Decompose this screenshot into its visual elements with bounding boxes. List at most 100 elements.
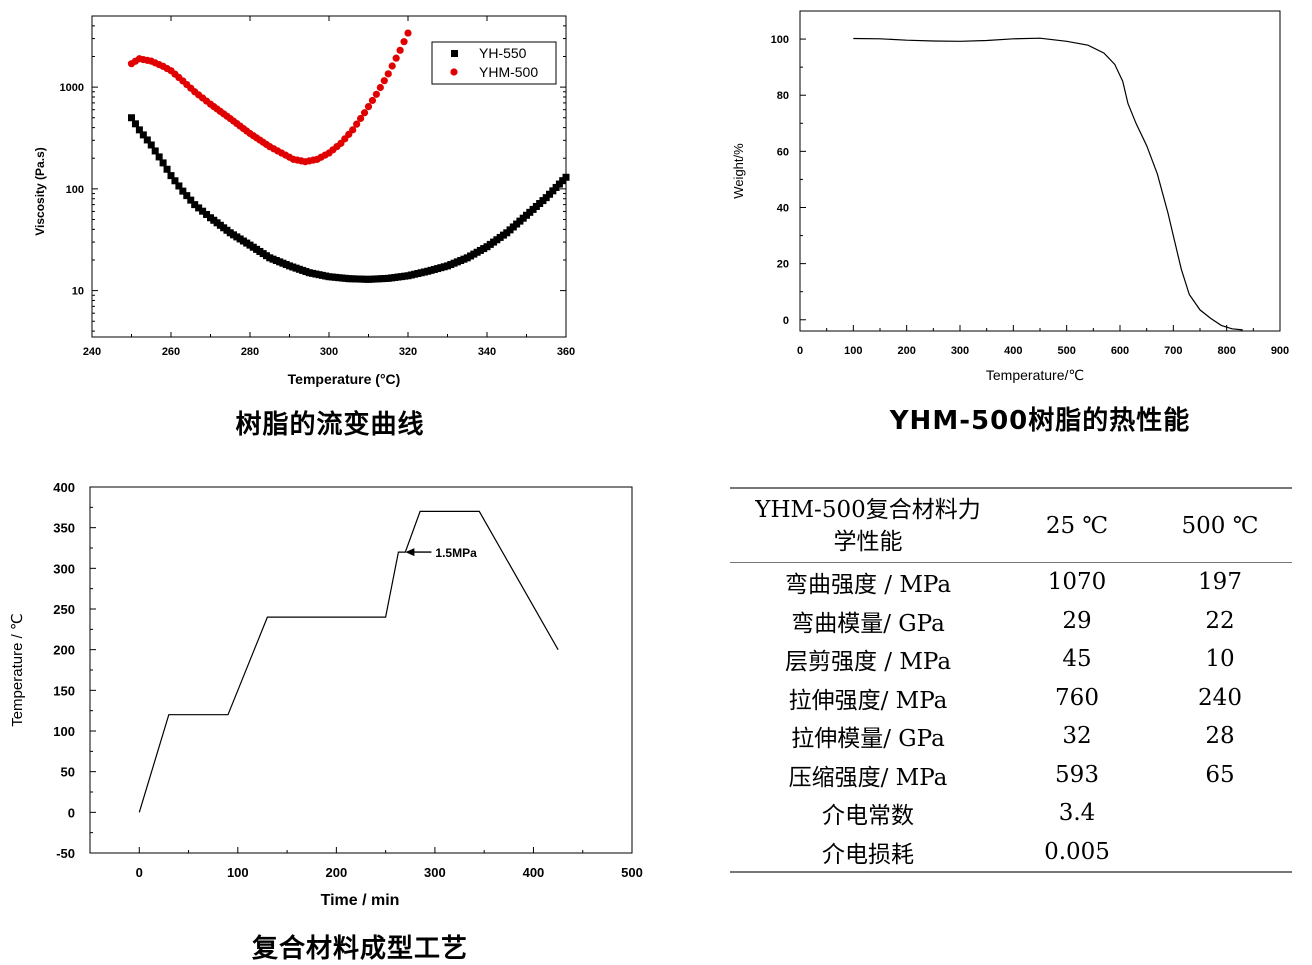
- y-tick-label: 1000: [60, 82, 84, 94]
- data-point: [183, 192, 191, 200]
- y-tick-label: 50: [61, 765, 75, 780]
- x-tick-label: 300: [320, 346, 338, 358]
- table-header-25c: 25 ℃: [1045, 512, 1109, 539]
- x-tick-label: 0: [136, 865, 143, 880]
- value-500c: 65: [1205, 761, 1235, 788]
- tga-chart-caption: YHM-500树脂的热性能: [889, 406, 1191, 436]
- data-point: [392, 54, 400, 62]
- table-row: 压缩强度/ MPa 593 65: [730, 756, 1292, 795]
- x-axis-label: Temperature (°C): [288, 371, 401, 387]
- data-point: [199, 207, 207, 215]
- table-header-row: YHM-500复合材料力 学性能 25 ℃ 500 ℃: [730, 488, 1292, 563]
- y-tick-label: 200: [53, 643, 75, 658]
- value-500c: 240: [1198, 684, 1242, 711]
- y-tick-label: 0: [783, 315, 789, 327]
- data-point: [167, 172, 175, 180]
- data-point: [357, 114, 365, 123]
- plot-frame: [799, 10, 1281, 332]
- data-point: [380, 77, 388, 85]
- y-tick-label: 100: [53, 724, 75, 739]
- x-tick-label: 500: [1057, 345, 1075, 357]
- legend-marker-yh550: [451, 50, 458, 57]
- y-tick-label: 100: [771, 34, 789, 46]
- legend-box: [431, 41, 557, 85]
- data-point: [159, 159, 167, 167]
- y-tick-label: 250: [53, 602, 75, 617]
- data-point: [372, 90, 380, 98]
- series-yh-550: [128, 114, 570, 283]
- x-tick-label: 800: [1217, 345, 1235, 357]
- legend-label-yhm500: YHM-500: [479, 64, 538, 80]
- x-tick-label: 200: [897, 345, 915, 357]
- y-tick-label: 400: [53, 480, 75, 495]
- annotation-arrowhead: [405, 548, 415, 557]
- data-point: [179, 187, 187, 195]
- value-25c: 1070: [1047, 569, 1107, 596]
- table-row: 拉伸强度/ MPa 760 240: [730, 679, 1292, 718]
- weight-loss-line: [853, 37, 1243, 331]
- x-tick-label: 400: [523, 865, 545, 880]
- data-point: [195, 204, 203, 212]
- value-500c: 10: [1205, 646, 1235, 673]
- y-tick-label: 150: [53, 683, 75, 698]
- data-point: [353, 120, 361, 128]
- y-axis-label: Viscosity (Pa.s): [33, 147, 47, 236]
- y-tick-label: 20: [777, 259, 789, 271]
- data-point: [400, 38, 408, 46]
- data-point: [364, 102, 373, 111]
- data-point: [155, 153, 163, 161]
- data-point: [349, 126, 357, 134]
- data-point: [131, 120, 139, 128]
- data-point: [404, 29, 412, 37]
- value-25c: 593: [1055, 761, 1099, 788]
- property-name: 弯曲模量/ GPa: [791, 610, 945, 637]
- data-point: [187, 196, 195, 204]
- y-axis-label: Temperature / ℃: [9, 613, 26, 727]
- x-tick-label: 400: [1004, 345, 1022, 357]
- plot-frame: [89, 486, 633, 854]
- legend-marker-yhm500: [450, 68, 458, 76]
- property-name: 拉伸模量/ GPa: [791, 726, 945, 753]
- viscosity-chart: 240 260 280 300 320 340 360 10 100 1000 Temperatur…: [33, 15, 575, 387]
- data-point: [384, 70, 392, 78]
- y-tick-label: 40: [777, 202, 789, 214]
- value-25c: 29: [1062, 607, 1092, 634]
- property-name: 介电常数: [822, 803, 914, 830]
- data-point: [171, 177, 179, 185]
- y-tick-label: 350: [53, 521, 75, 536]
- y-tick-label: 100: [66, 184, 84, 196]
- data-point: [360, 109, 369, 117]
- y-tick-label: 60: [777, 146, 789, 158]
- x-tick-label: 900: [1271, 345, 1289, 357]
- x-tick-label: 100: [844, 345, 862, 357]
- value-500c: 197: [1198, 569, 1242, 596]
- process-chart-caption: 复合材料成型工艺: [251, 934, 468, 964]
- value-25c: 760: [1055, 684, 1099, 711]
- value-25c: 45: [1062, 646, 1092, 673]
- x-tick-label: 300: [424, 865, 446, 880]
- value-500c: 28: [1205, 723, 1235, 750]
- data-point: [135, 126, 143, 134]
- x-tick-label: 320: [399, 346, 417, 358]
- x-tick-label: 260: [162, 346, 180, 358]
- x-tick-label: 340: [478, 346, 496, 358]
- tga-chart: 0 100 200 300 400 500 600 700 800 900 0 20 40 60 80 100…: [731, 10, 1289, 383]
- x-tick-label: 0: [797, 345, 803, 357]
- data-point: [368, 96, 377, 105]
- value-500c: [1148, 833, 1292, 873]
- data-point: [151, 147, 159, 155]
- property-name: 拉伸强度/ MPa: [788, 687, 948, 714]
- y-axis-label: Weight/%: [731, 143, 746, 199]
- x-tick-label: 360: [557, 346, 575, 358]
- series-yhm-500: [127, 29, 412, 166]
- value-25c: 3.4: [1058, 800, 1096, 827]
- table-header-500c: 500 ℃: [1181, 512, 1259, 539]
- properties-table: YHM-500复合材料力 学性能 25 ℃ 500 ℃ 弯曲强度 / MPa 107…: [730, 487, 1292, 873]
- viscosity-chart-caption: 树脂的流变曲线: [235, 410, 425, 440]
- data-point: [396, 46, 404, 54]
- property-name: 弯曲强度 / MPa: [784, 572, 952, 599]
- data-point: [128, 114, 135, 122]
- table-row: 弯曲模量/ GPa 29 22: [730, 602, 1292, 641]
- x-tick-label: 240: [83, 346, 101, 358]
- table-row: 介电损耗 0.005: [730, 833, 1292, 873]
